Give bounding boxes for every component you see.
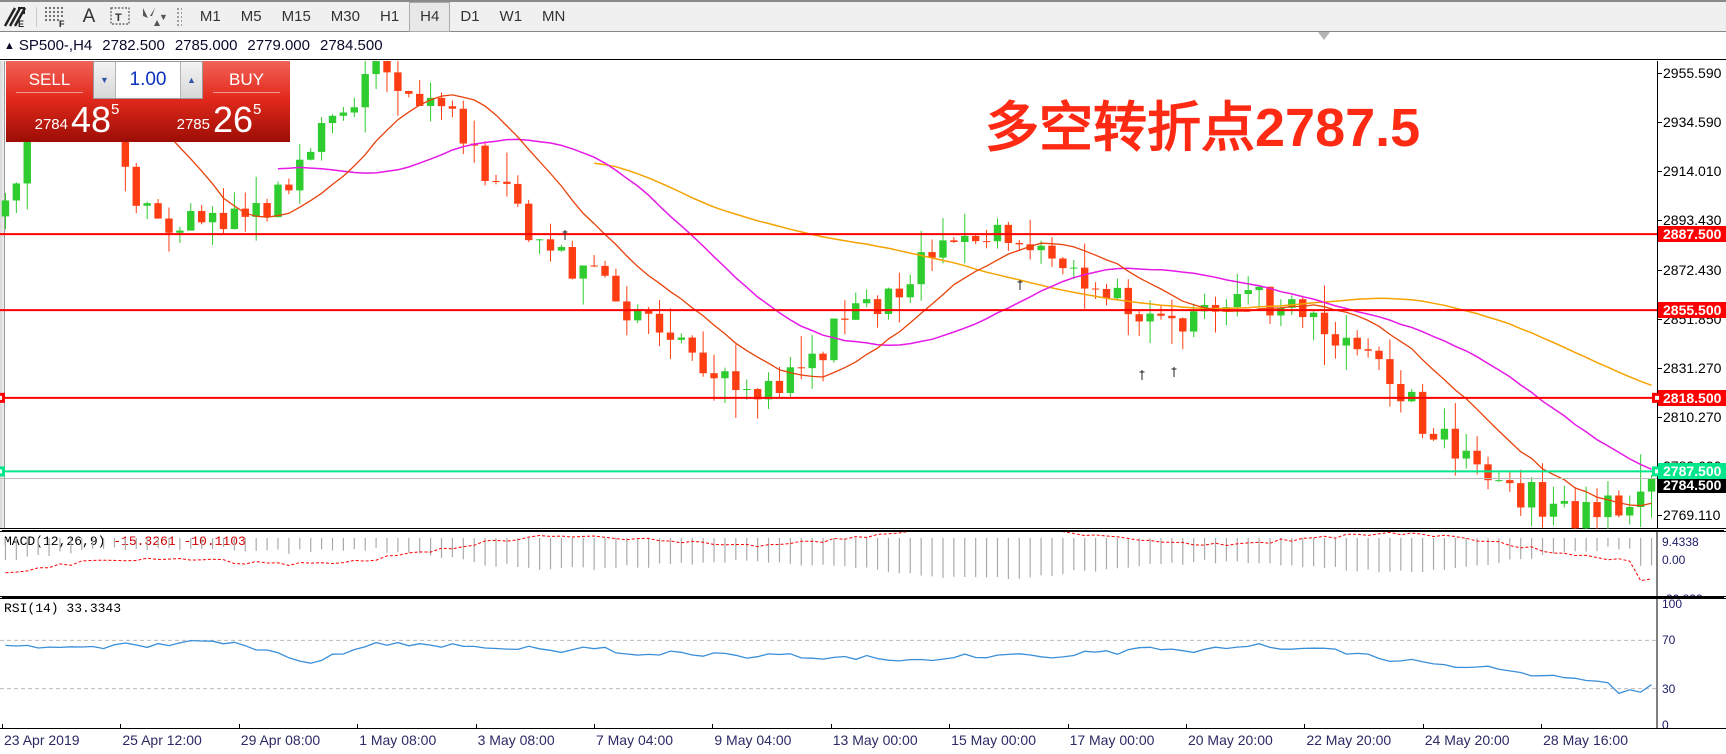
svg-text:E: E (18, 19, 24, 28)
svg-text:F: F (59, 19, 65, 28)
svg-text:T: T (115, 12, 122, 24)
